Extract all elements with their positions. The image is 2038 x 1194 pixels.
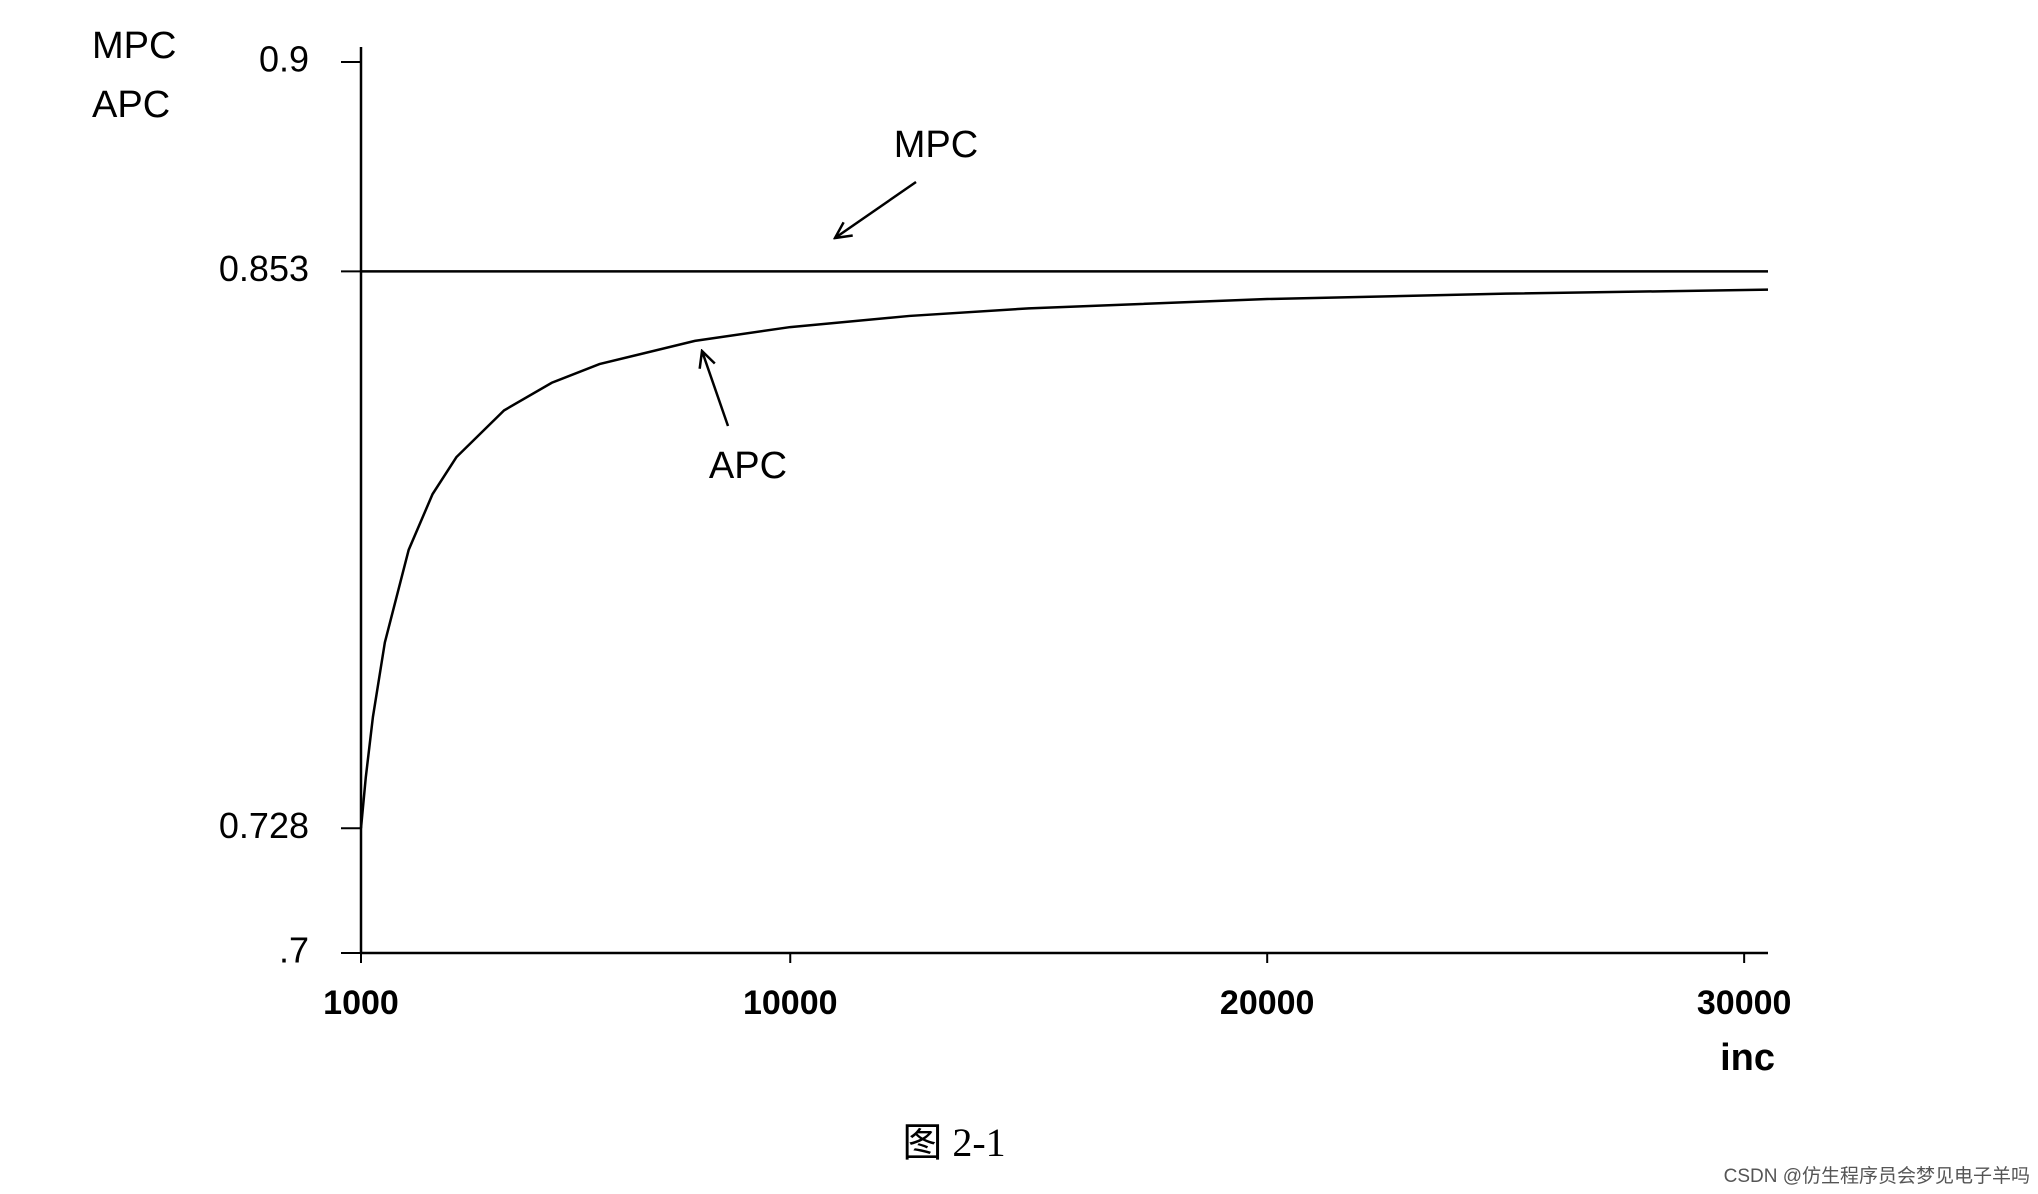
series-label: APC: [709, 445, 787, 487]
x-tick-label: 1000: [323, 984, 399, 1022]
x-tick-label: 20000: [1220, 984, 1315, 1022]
y-tick-label: .7: [279, 930, 309, 971]
series-label: MPC: [894, 124, 978, 166]
y-axis-label: APC: [92, 84, 170, 126]
y-tick-label: 0.9: [259, 39, 309, 80]
x-axis-label: inc: [1720, 1037, 1775, 1079]
x-tick-label: 30000: [1697, 984, 1792, 1022]
series-line: [359, 288, 1769, 829]
annotation-arrow: [702, 351, 730, 427]
watermark: CSDN @仿生程序员会梦见电子羊吗: [1724, 1165, 2030, 1187]
y-axis-label: MPC: [92, 25, 176, 67]
y-tick-label: 0.853: [219, 248, 309, 289]
annotation-arrow: [835, 180, 917, 238]
caption: 图 2-1: [902, 1120, 1005, 1165]
y-tick-label: 0.728: [219, 805, 309, 846]
x-tick-label: 10000: [743, 984, 838, 1022]
